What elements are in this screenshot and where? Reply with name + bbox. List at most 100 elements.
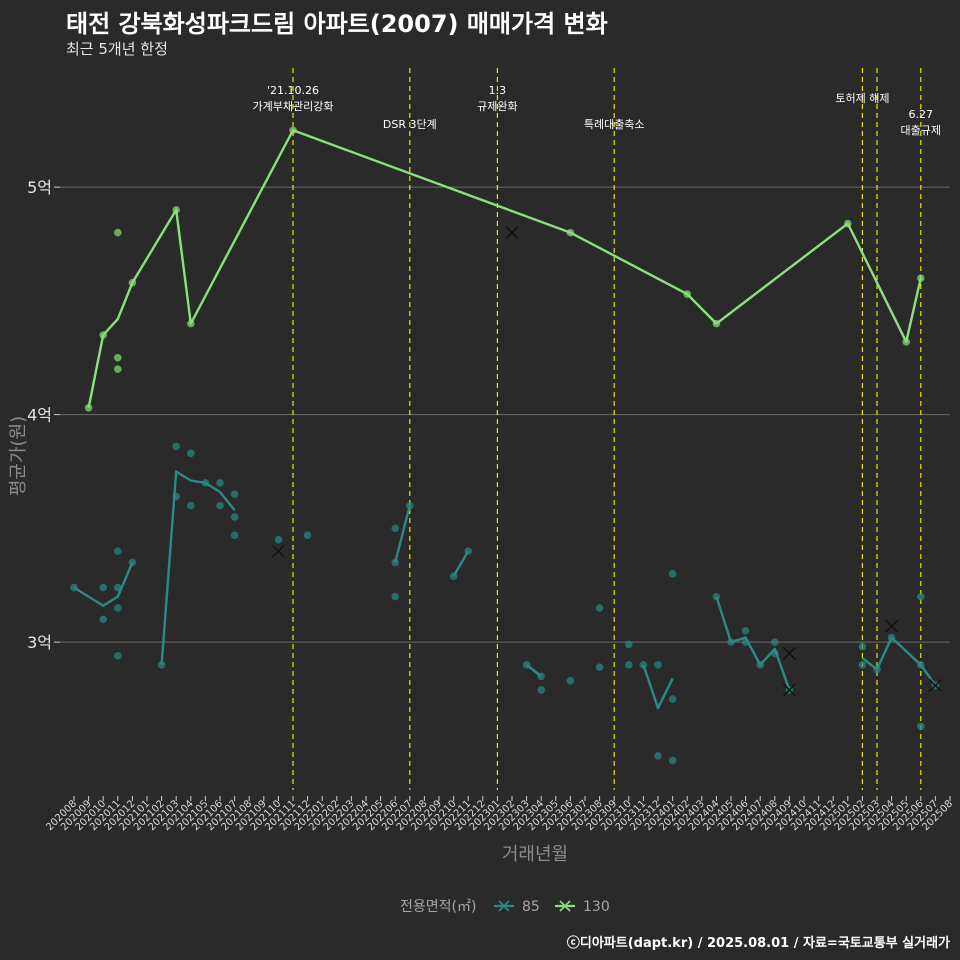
series-line-85 <box>642 664 674 710</box>
legend-title: 전용면적(㎡) <box>400 899 476 915</box>
data-point-85 <box>464 547 473 555</box>
data-point-85 <box>391 592 400 601</box>
data-point-85 <box>99 583 107 592</box>
data-point-130 <box>187 319 195 328</box>
data-point-130 <box>114 228 122 237</box>
data-point-130 <box>114 353 122 362</box>
y-tick-label: 3억 <box>27 633 52 652</box>
data-point-85 <box>70 583 78 592</box>
data-point-85 <box>668 570 677 578</box>
data-point-130 <box>683 290 691 298</box>
data-point-85 <box>537 686 545 694</box>
data-point-85 <box>887 633 896 642</box>
event-label: 가계부채관리강화 <box>253 100 334 113</box>
data-point-85 <box>566 677 575 685</box>
series-line-130 <box>87 129 922 409</box>
data-point-85 <box>274 535 283 544</box>
data-point-85 <box>595 604 604 612</box>
data-point-85 <box>756 661 764 669</box>
legend-key-cross <box>498 900 510 912</box>
series-line-85 <box>160 470 236 665</box>
data-point-85 <box>128 558 137 567</box>
data-point-130 <box>566 228 575 237</box>
event-label: DSR 3단계 <box>383 118 437 131</box>
cross-point-85 <box>271 544 285 558</box>
legend-key-cross <box>559 900 571 912</box>
data-point-85 <box>771 649 779 658</box>
data-point-85 <box>858 642 867 651</box>
data-point-85 <box>917 592 925 601</box>
data-point-85 <box>654 661 662 669</box>
data-point-85 <box>625 661 633 669</box>
data-point-85 <box>114 604 122 612</box>
data-point-85 <box>114 547 122 555</box>
data-point-85 <box>230 513 239 521</box>
event-label: 토허제 해제 <box>835 91 889 105</box>
data-point-85 <box>625 640 633 649</box>
event-label: 특례대출축소 <box>584 118 645 131</box>
data-point-85 <box>99 615 107 624</box>
data-point-85 <box>654 752 662 760</box>
cross-point-85 <box>885 619 899 633</box>
event-label: 규제완화 <box>477 100 517 113</box>
data-point-85 <box>917 722 925 731</box>
data-point-130 <box>902 338 910 346</box>
data-point-85 <box>741 638 750 646</box>
data-point-130 <box>712 319 721 328</box>
data-point-85 <box>216 501 224 510</box>
data-point-85 <box>114 583 122 592</box>
data-point-130 <box>84 404 93 412</box>
cross-point-85 <box>928 678 942 692</box>
data-point-85 <box>858 661 867 669</box>
x-axis-title: 거래년월 <box>502 844 568 865</box>
data-point-85 <box>668 756 677 765</box>
cross-point-85 <box>782 683 796 697</box>
series-line-85 <box>861 636 937 687</box>
data-point-85 <box>595 663 604 671</box>
series-line-85 <box>452 550 470 577</box>
data-point-85 <box>391 524 400 533</box>
data-point-85 <box>230 490 239 499</box>
data-point-85 <box>303 531 312 539</box>
event-label: 1.3 <box>489 84 507 97</box>
data-point-85 <box>114 651 122 660</box>
data-point-85 <box>230 531 239 539</box>
data-point-85 <box>639 661 648 669</box>
data-point-85 <box>187 449 195 458</box>
data-point-85 <box>727 638 735 646</box>
legend-label: 130 <box>583 899 610 915</box>
data-point-85 <box>873 665 881 674</box>
legend-label: 85 <box>522 899 540 915</box>
data-point-85 <box>522 661 531 669</box>
chart-subtitle: 최근 5개년 한정 <box>66 40 168 58</box>
data-point-85 <box>771 638 779 646</box>
data-point-85 <box>741 626 750 635</box>
data-point-85 <box>216 479 224 487</box>
data-point-85 <box>157 661 166 669</box>
event-label: 대출규제 <box>901 124 941 137</box>
data-point-130 <box>844 219 852 228</box>
data-point-85 <box>391 558 400 567</box>
data-point-85 <box>668 695 677 703</box>
data-point-130 <box>172 206 180 214</box>
data-point-85 <box>537 672 545 681</box>
data-point-85 <box>712 592 721 601</box>
data-point-85 <box>201 479 210 487</box>
data-point-85 <box>449 572 458 580</box>
data-point-85 <box>172 442 180 451</box>
series-line-85 <box>715 596 791 691</box>
data-point-85 <box>406 501 414 510</box>
y-tick-label: 5억 <box>27 178 52 197</box>
series-line-85 <box>394 505 411 563</box>
cross-point-130 <box>505 226 519 240</box>
data-point-130 <box>128 278 137 287</box>
data-point-85 <box>187 501 195 510</box>
y-tick-label: 4억 <box>27 406 52 425</box>
series-line-85 <box>73 562 134 607</box>
data-point-130 <box>114 365 122 373</box>
data-point-85 <box>172 492 180 501</box>
data-point-130 <box>917 274 925 282</box>
chart-title: 태전 강북화성파크드림 아파트(2007) 매매가격 변화 <box>66 10 608 38</box>
event-label: 6.27 <box>909 108 934 121</box>
